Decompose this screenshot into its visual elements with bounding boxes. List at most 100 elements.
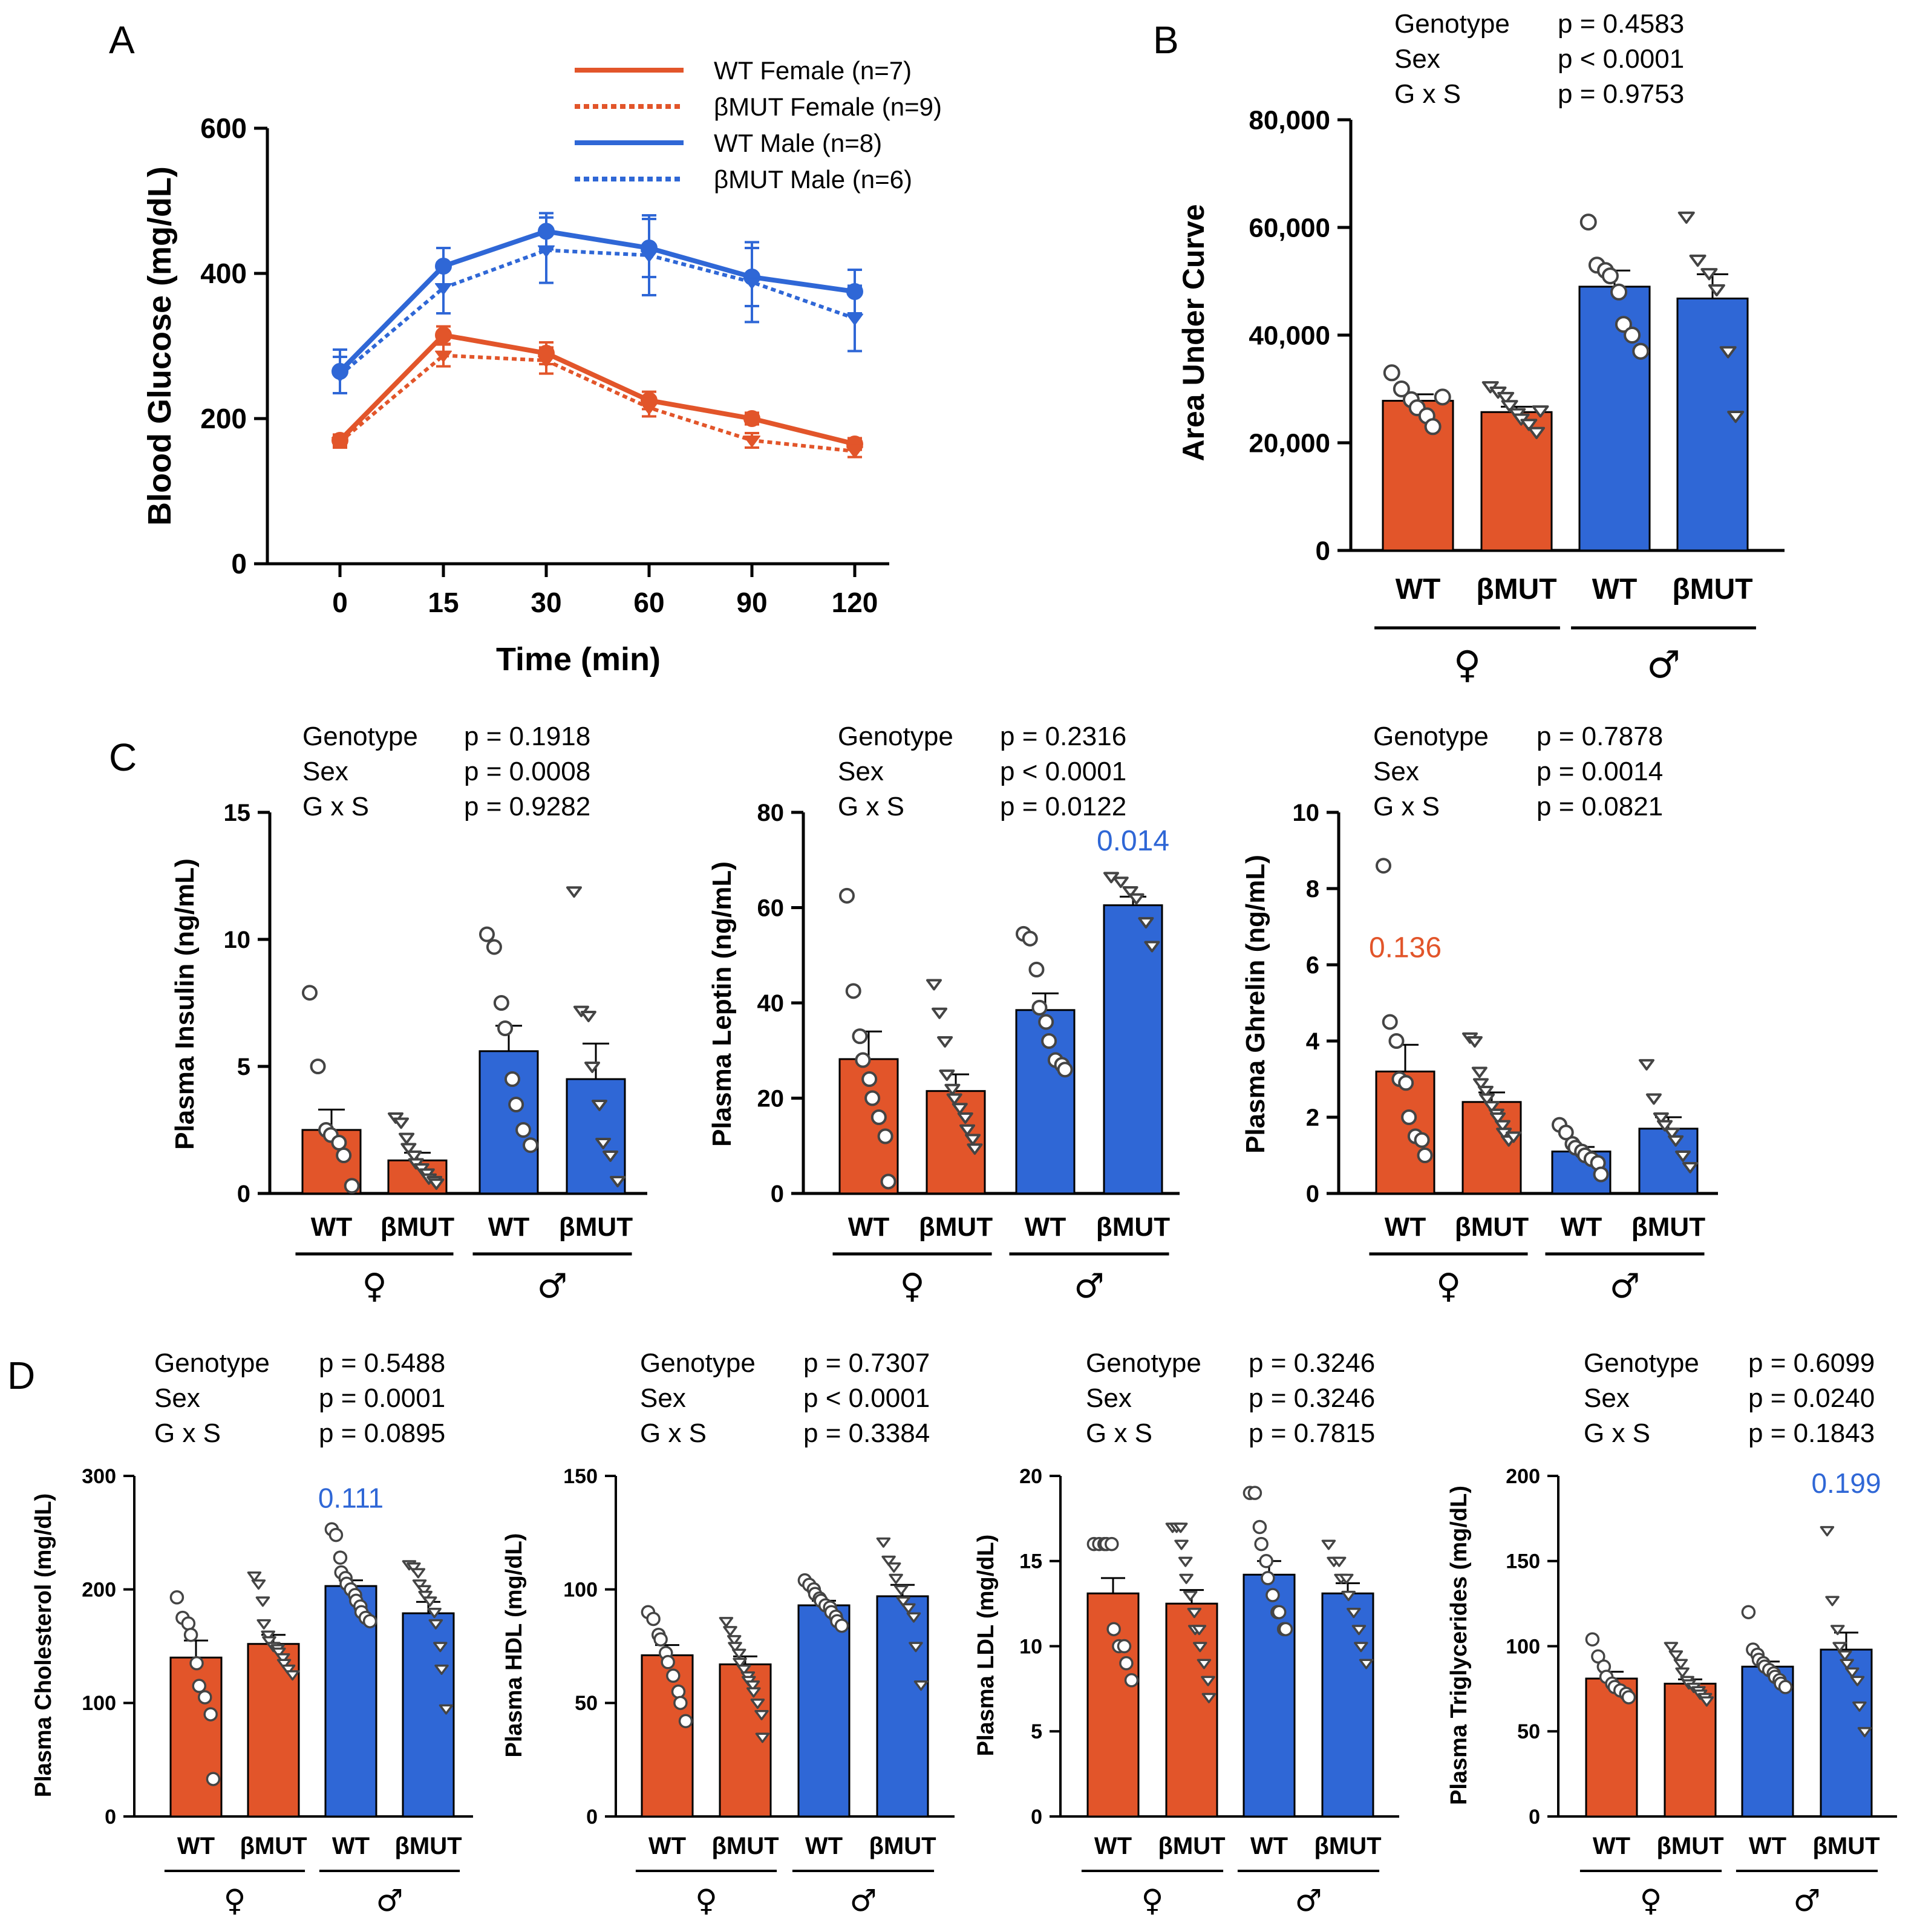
leptin-data-point [1028, 961, 1045, 977]
panel-letter-b: B [1153, 18, 1179, 62]
auc-data-point [1727, 411, 1745, 423]
chart-hdl: Genotype p = 0.7307 Sex p < 0.0001 G x S p = … [501, 1348, 955, 1918]
cholesterol-bar-group-0: WT [169, 1590, 223, 1859]
cholesterol-data-point [276, 1653, 290, 1664]
insulin-y-axis-title: Plasma Insulin (ng/mL) [170, 858, 200, 1150]
leptin-data-point [1144, 941, 1160, 953]
hdl-data-point [754, 1709, 769, 1720]
gtt-point [435, 327, 452, 344]
leptin-bar-group-3: βMUT [1096, 872, 1170, 1242]
hdl-data-point [906, 1612, 921, 1623]
insulin-data-point [493, 995, 509, 1011]
cholesterol-data-point [285, 1670, 300, 1681]
ldl-data-point [1339, 1573, 1354, 1584]
hdl-data-point [719, 1617, 734, 1628]
triglycerides-annotation: 0.199 [1811, 1467, 1881, 1499]
ldl-data-point [1347, 1608, 1361, 1619]
hdl-y-tick-label: 150 [563, 1465, 598, 1488]
cholesterol-data-point [362, 1614, 377, 1628]
chart-insulin: Genotype p = 0.1918 Sex p = 0.0008 G x S p = … [170, 722, 647, 1306]
cholesterol-data-point [255, 1596, 270, 1607]
auc-data-point [1528, 426, 1546, 439]
leptin-data-point [877, 1128, 893, 1144]
ghrelin-data-point [1375, 858, 1391, 874]
hdl-data-point [646, 1611, 661, 1627]
stat-p-value: p = 0.3384 [803, 1418, 930, 1448]
ldl-data-point [1331, 1556, 1347, 1567]
insulin-data-point [595, 1138, 612, 1149]
auc-data-point [1700, 268, 1718, 281]
triglycerides-y-tick-label: 100 [1506, 1635, 1540, 1658]
leptin-data-point [952, 1103, 968, 1115]
triglycerides-data-point [1850, 1676, 1865, 1686]
ldl-data-point [1254, 1536, 1269, 1552]
hdl-data-point [896, 1596, 910, 1607]
hdl-data-point [661, 1655, 675, 1669]
stat-label: Genotype [1373, 722, 1489, 751]
stat-label: G x S [1394, 79, 1461, 109]
ldl-data-point [1187, 1608, 1202, 1619]
gtt-point [331, 370, 348, 382]
triglycerides-y-tick-label: 150 [1506, 1550, 1540, 1573]
ldl-data-point [1272, 1605, 1287, 1619]
ghrelin-y-tick-label: 2 [1306, 1105, 1319, 1131]
cholesterol-category-label: WT [332, 1833, 370, 1859]
gtt-point [538, 355, 555, 368]
stat-p-value: p = 0.3246 [1249, 1348, 1375, 1378]
auc-bar-group-3: βMUT [1672, 211, 1753, 605]
triglycerides-y-tick-label: 200 [1506, 1465, 1540, 1488]
ghrelin-data-point [1417, 1147, 1433, 1163]
gtt-x-tick-label: 90 [736, 587, 767, 618]
triglycerides-y-tick-label: 50 [1517, 1720, 1540, 1743]
ldl-data-point [1173, 1522, 1188, 1533]
gtt-y-tick-label: 400 [200, 258, 247, 289]
stat-p-value: p = 0.7307 [803, 1348, 930, 1378]
hdl-data-point [728, 1642, 742, 1653]
auc-data-point [1424, 418, 1442, 436]
leptin-bar-group-1: βMUT [919, 979, 993, 1242]
leptin-data-point [855, 1052, 871, 1068]
hdl-data-point [909, 1642, 923, 1653]
chart-ldl: Genotype p = 0.3246 Sex p = 0.3246 G x S p = … [973, 1348, 1399, 1918]
ldl-data-point [1124, 1673, 1139, 1688]
leptin-data-point [944, 1083, 961, 1095]
auc-sex-symbol-1: ♂ [1647, 642, 1680, 687]
hdl-sex-symbol-0: ♀ [695, 1883, 717, 1918]
ldl-data-point [1341, 1590, 1356, 1601]
ldl-data-point [1179, 1573, 1194, 1584]
triglycerides-data-point [1673, 1659, 1688, 1669]
stat-label: Sex [302, 757, 348, 786]
insulin-data-point [580, 1011, 596, 1022]
stat-label: G x S [1086, 1418, 1152, 1448]
ldl-category-label: βMUT [1314, 1833, 1381, 1859]
ldl-data-point [1252, 1519, 1267, 1535]
ldl-y-tick-label: 20 [1019, 1465, 1042, 1488]
stat-label: Sex [1086, 1383, 1132, 1413]
panel-letter-c: C [109, 736, 137, 779]
hdl-bar-group-1: βMUT [711, 1617, 779, 1859]
stat-label: Sex [154, 1383, 200, 1413]
leptin-y-tick-label: 0 [771, 1181, 784, 1207]
hdl-bar-group-2: WT [797, 1573, 851, 1859]
gtt-point [641, 250, 658, 263]
hdl-data-point [886, 1562, 901, 1573]
insulin-category-label: βMUT [559, 1212, 633, 1242]
stat-p-value: p = 0.1918 [464, 722, 590, 751]
leptin-y-tick-label: 80 [757, 800, 785, 826]
stat-label: Sex [1394, 44, 1440, 74]
ldl-data-point [1117, 1639, 1132, 1654]
hdl-bar [876, 1595, 929, 1818]
insulin-data-point [400, 1143, 417, 1155]
ghrelin-data-point [1638, 1059, 1654, 1071]
stat-p-value: p = 0.0122 [1000, 792, 1126, 821]
stat-label: Sex [1584, 1383, 1630, 1413]
stat-label: Genotype [640, 1348, 756, 1378]
ldl-data-point [1321, 1539, 1336, 1550]
cholesterol-bar-group-3: βMUT [394, 1560, 462, 1859]
stat-label: G x S [640, 1418, 707, 1448]
hdl-y-axis-title: Plasma HDL (mg/dL) [501, 1533, 527, 1758]
cholesterol-data-point [434, 1664, 449, 1675]
leptin-bar-group-2: WT [1015, 925, 1076, 1242]
hdl-sex-symbol-1: ♂ [850, 1883, 877, 1918]
triglycerides-category-label: WT [1749, 1833, 1786, 1859]
